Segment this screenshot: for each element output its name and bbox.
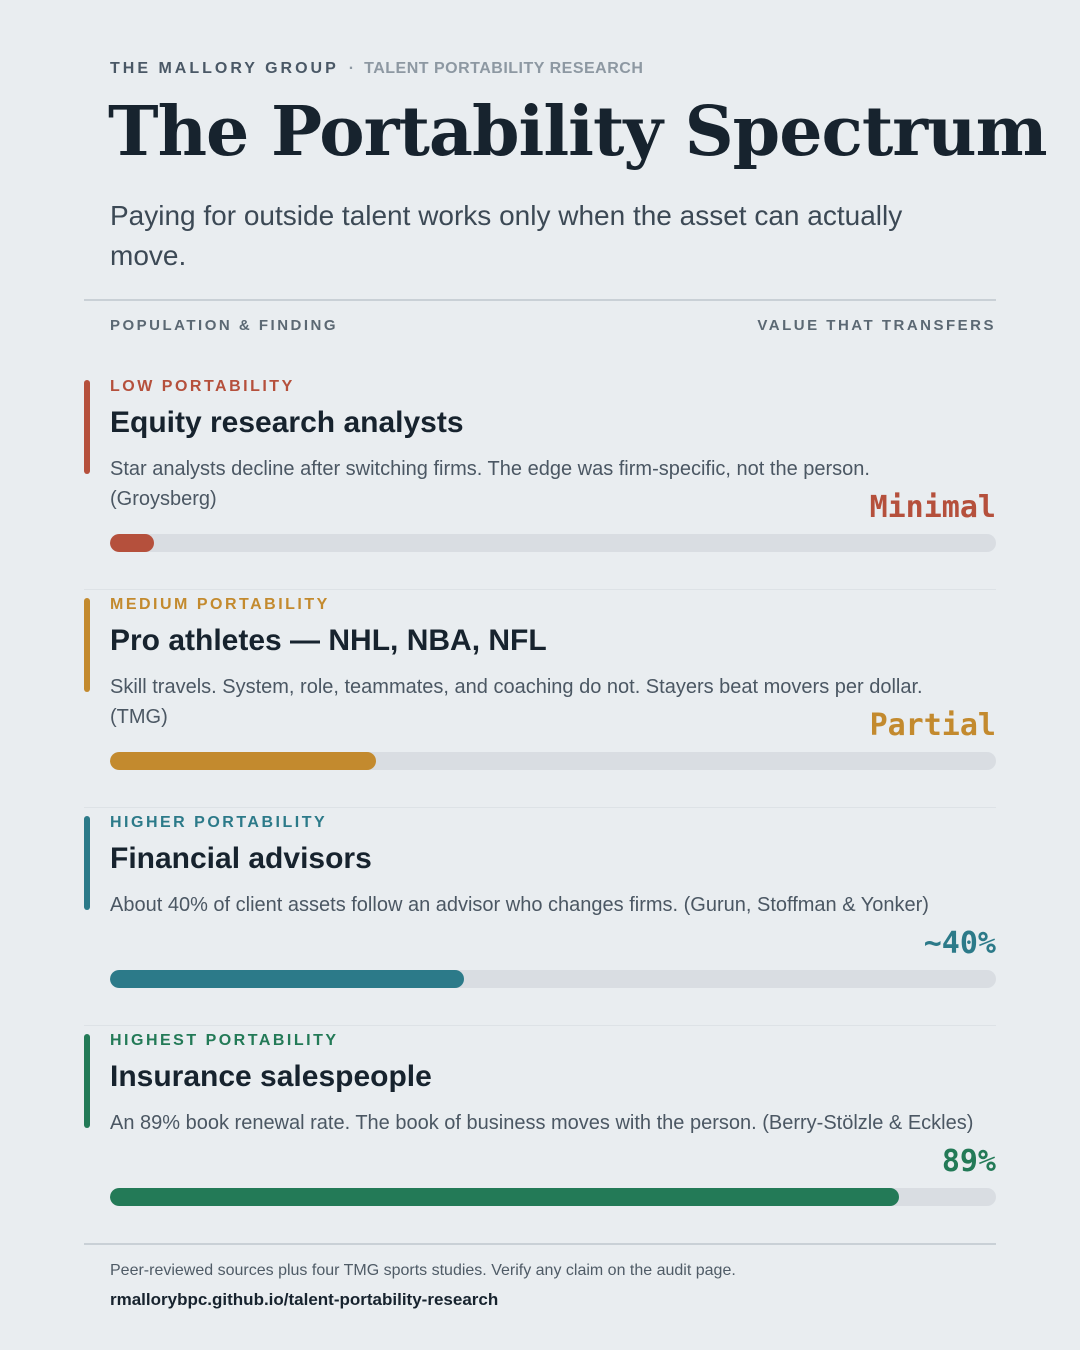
- portability-row-low: LOW PORTABILITY Equity research analysts…: [84, 372, 996, 590]
- transfer-value: ~40%: [923, 926, 996, 961]
- finding-description: Star analysts decline after switching fi…: [110, 458, 870, 510]
- population-name: Equity research analysts: [110, 406, 464, 439]
- portability-fill: [110, 970, 465, 988]
- tier-label: HIGHER PORTABILITY: [110, 814, 328, 831]
- finding-description: An 89% book renewal rate. The book of bu…: [110, 1112, 974, 1134]
- header-kicker: THE MALLORY GROUP · TALENT PORTABILITY RES…: [110, 60, 643, 78]
- footer-divider: [84, 1243, 996, 1245]
- portability-track: [110, 970, 996, 988]
- portability-fill: [110, 752, 376, 770]
- finding-description: About 40% of client assets follow an adv…: [110, 894, 929, 916]
- portability-fill: [110, 1188, 899, 1206]
- portability-track: [110, 534, 996, 552]
- population-name: Pro athletes — NHL, NBA, NFL: [110, 624, 547, 657]
- section-name: TALENT PORTABILITY RESEARCH: [364, 60, 644, 77]
- row-accent-bar: [84, 598, 90, 692]
- portability-row-medium: MEDIUM PORTABILITY Pro athletes — NHL, N…: [84, 590, 996, 808]
- portability-track: [110, 752, 996, 770]
- population-name: Insurance salespeople: [110, 1060, 432, 1093]
- portability-track: [110, 1188, 996, 1206]
- row-divider: [84, 807, 996, 808]
- portability-row-highest: HIGHEST PORTABILITY Insurance salespeopl…: [84, 1026, 996, 1244]
- column-header-value: VALUE THAT TRANSFERS: [757, 317, 996, 334]
- portability-row-higher: HIGHER PORTABILITY Financial advisors Ab…: [84, 808, 996, 1026]
- row-accent-bar: [84, 816, 90, 910]
- portability-fill: [110, 534, 155, 552]
- transfer-value: Partial: [869, 708, 996, 743]
- footer-note: Peer-reviewed sources plus four TMG spor…: [110, 1262, 736, 1279]
- finding-description: Skill travels. System, role, teammates, …: [110, 676, 923, 728]
- kicker-separator: ·: [348, 60, 355, 77]
- column-header-population: POPULATION & FINDING: [110, 317, 339, 334]
- population-name: Financial advisors: [110, 842, 372, 875]
- header-divider: [84, 299, 996, 301]
- transfer-value: 89%: [941, 1144, 996, 1179]
- brand-name: THE MALLORY GROUP: [110, 60, 339, 77]
- tier-label: HIGHEST PORTABILITY: [110, 1032, 339, 1049]
- row-divider: [84, 1025, 996, 1026]
- tier-label: LOW PORTABILITY: [110, 378, 295, 395]
- row-accent-bar: [84, 1034, 90, 1128]
- page-subtitle: Paying for outside talent works only whe…: [110, 200, 903, 271]
- row-accent-bar: [84, 380, 90, 474]
- transfer-value: Minimal: [869, 490, 996, 525]
- tier-label: MEDIUM PORTABILITY: [110, 596, 330, 613]
- page-title: The Portability Spectrum: [108, 92, 1048, 172]
- audit-page-link[interactable]: rmallorybpc.github.io/talent-portability…: [110, 1290, 499, 1309]
- row-divider: [84, 589, 996, 590]
